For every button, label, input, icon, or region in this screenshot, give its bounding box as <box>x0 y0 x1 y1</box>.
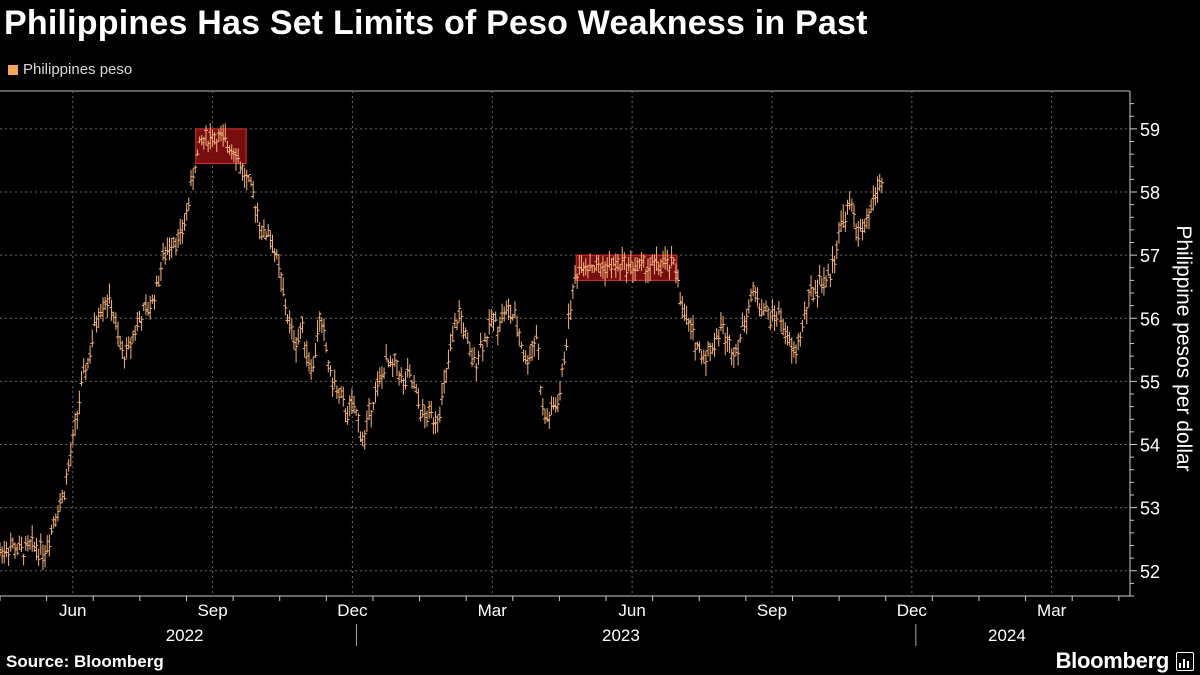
x-tick-label: Mar <box>1037 601 1067 620</box>
y-tick-label: 55 <box>1140 372 1160 392</box>
y-tick-label: 59 <box>1140 120 1160 140</box>
x-year-label: 2023 <box>602 626 640 645</box>
x-tick-label: Dec <box>337 601 368 620</box>
brand-wordmark: Bloomberg <box>1055 648 1170 673</box>
x-tick-label: Sep <box>197 601 227 620</box>
bloomberg-brand: Bloomberg <box>1056 648 1194 674</box>
legend-swatch <box>8 64 18 75</box>
x-tick-label: Jun <box>618 601 645 620</box>
legend: Philippines peso <box>8 61 132 78</box>
y-tick-label: 58 <box>1140 183 1160 203</box>
source-note: Source: Bloomberg <box>6 652 164 671</box>
legend-label: Philippines peso <box>23 61 133 78</box>
y-axis-title: Philippine pesos per dollar <box>1172 225 1195 471</box>
x-tick-label: Mar <box>478 601 508 620</box>
x-tick-label: Dec <box>897 601 928 620</box>
x-year-label: 2024 <box>988 626 1026 645</box>
series-philippines-peso <box>0 123 884 571</box>
x-tick-label: Jun <box>59 601 86 620</box>
y-tick-label: 56 <box>1140 309 1160 329</box>
y-tick-label: 54 <box>1140 436 1160 456</box>
bloomberg-chart-icon <box>1176 651 1194 671</box>
x-year-label: 2022 <box>166 626 204 645</box>
y-tick-label: 57 <box>1140 246 1160 266</box>
y-tick-label: 52 <box>1140 562 1160 582</box>
y-tick-label: 53 <box>1140 499 1160 519</box>
x-tick-label: Sep <box>757 601 787 620</box>
chart-title: Philippines Has Set Limits of Peso Weakn… <box>4 4 868 42</box>
